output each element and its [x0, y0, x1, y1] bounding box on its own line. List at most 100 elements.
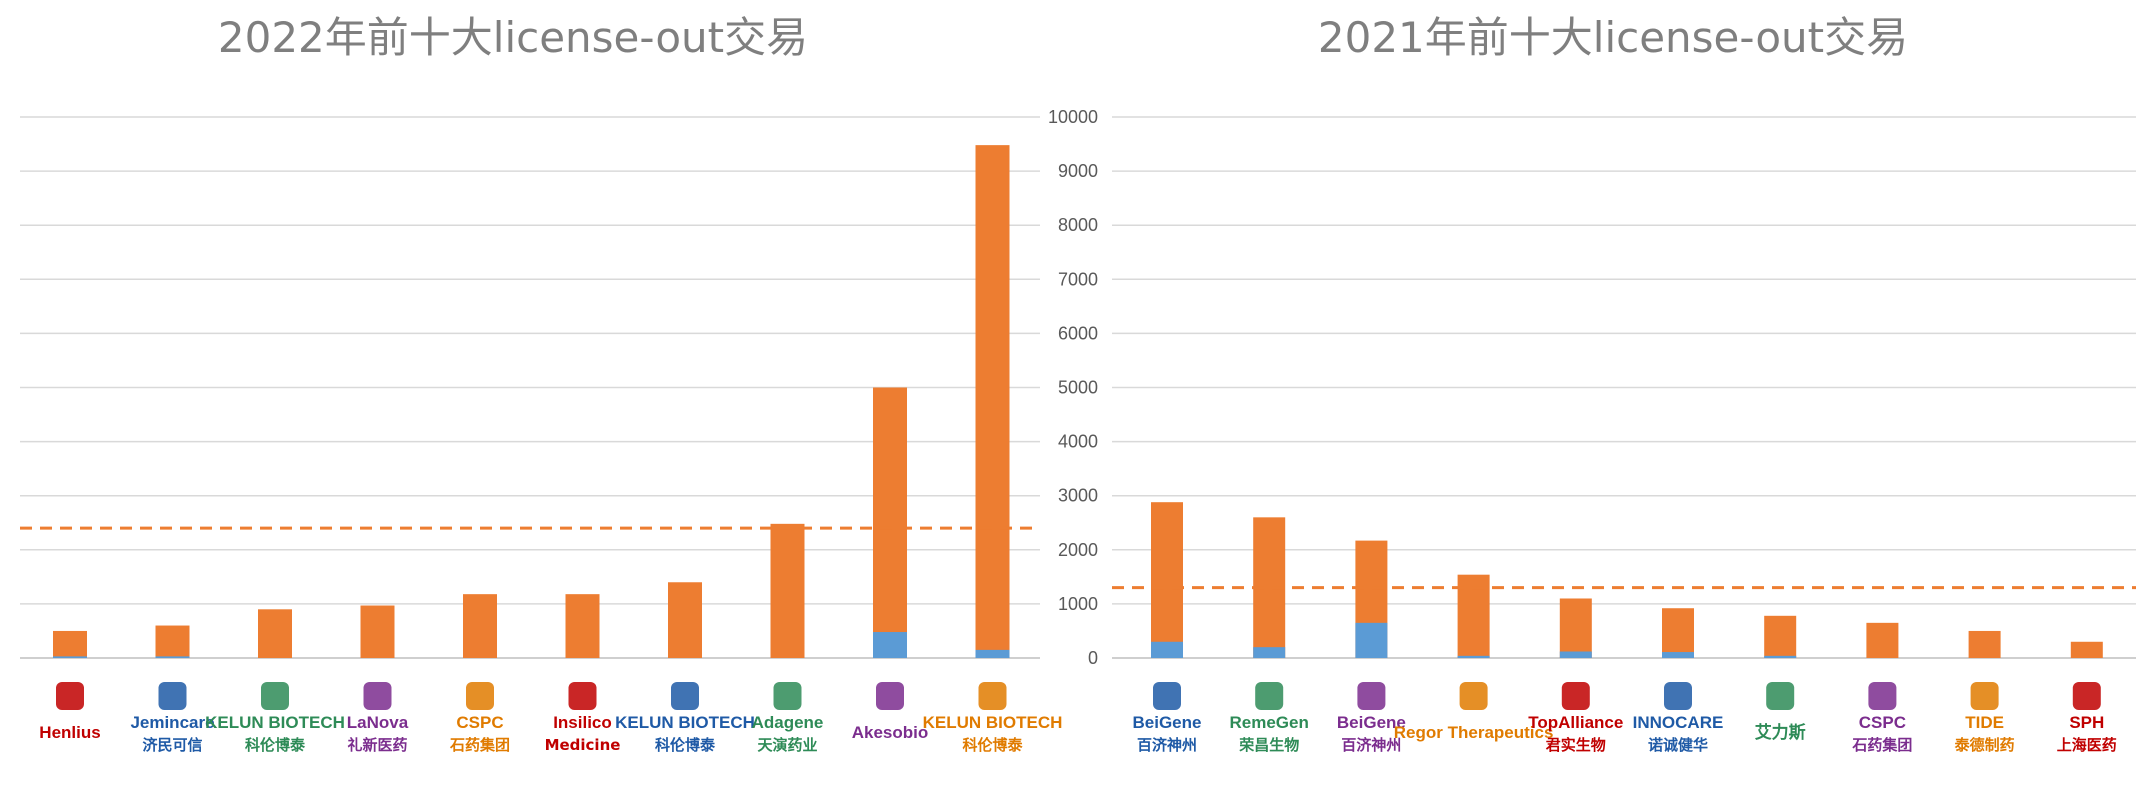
y-tick-label: 5000	[1058, 378, 1098, 398]
bar-upfront-2021-1	[1151, 641, 1183, 658]
bar-total-2021-9	[1968, 630, 2001, 658]
company-logo: Akesobio	[852, 682, 928, 742]
logo-subtitle: 百济神州	[1341, 736, 1401, 754]
bar-upfront-2022-2	[155, 656, 190, 658]
bar-upfront-2022-9	[873, 632, 907, 658]
bar-total-2022-7	[668, 582, 702, 658]
logo-name: CSPC	[1859, 713, 1906, 732]
logo-mark-icon	[978, 682, 1007, 710]
logo-mark-icon	[568, 682, 597, 710]
bar-total-2022-5	[463, 594, 497, 658]
logo-subtitle: 石药集团	[449, 736, 510, 754]
logo-name: BeiGene	[1133, 713, 1202, 732]
logo-mark-icon	[876, 682, 904, 710]
chart-title-2022: 2022年前十大license-out交易	[218, 13, 808, 62]
chart-title-2021: 2021年前十大license-out交易	[1318, 13, 1908, 62]
y-tick-label: 7000	[1058, 269, 1098, 289]
company-logo: 艾力斯	[1755, 682, 1806, 742]
company-logo: Regor Therapeutics	[1394, 682, 1554, 742]
company-logo: TIDE 泰德制药	[1954, 682, 2015, 754]
logo-mark-icon	[1766, 682, 1795, 710]
logo-mark-icon	[56, 682, 84, 710]
bar-total-2022-2	[155, 625, 190, 658]
bar-total-2021-10	[2070, 641, 2103, 658]
company-logo: KELUN BIOTECH 科伦博泰	[205, 682, 345, 754]
y-tick-label: 4000	[1058, 432, 1098, 452]
bar-total-2021-8	[1866, 622, 1899, 658]
bar-total-2022-10	[975, 145, 1010, 658]
logo-subtitle: 礼新医药	[347, 736, 407, 754]
logo-name: 艾力斯	[1755, 722, 1806, 742]
logo-name: KELUN BIOTECH	[923, 713, 1063, 732]
bar-total-2022-3	[258, 609, 292, 658]
logo-subtitle: 科伦博泰	[245, 736, 306, 754]
y-tick-label: 0	[1088, 648, 1098, 668]
logo-mark-icon	[1357, 682, 1386, 710]
logo-subtitle: Medicine	[545, 736, 621, 754]
logo-subtitle: 科伦博泰	[655, 736, 716, 754]
bar-upfront-2021-2	[1253, 647, 1286, 658]
logo-name: Adagene	[752, 713, 824, 732]
company-logo: Jemincare 济民可信	[130, 682, 215, 754]
logo-name: Jemincare	[130, 713, 214, 732]
company-logo: Adagene 天演药业	[752, 682, 824, 754]
company-logo: LaNova 礼新医药	[347, 682, 409, 754]
logo-mark-icon	[1664, 682, 1692, 710]
logo-name: Henlius	[39, 723, 100, 742]
bar-total-2022-9	[873, 387, 907, 658]
bar-total-2022-6	[565, 594, 600, 658]
y-tick-label: 10000	[1048, 107, 1098, 127]
company-logo: INNOCARE 诺诚健华	[1633, 682, 1723, 754]
logo-subtitle: 诺诚健华	[1648, 736, 1708, 754]
bar-upfront-2021-4	[1457, 655, 1490, 658]
logo-name: TopAlliance	[1528, 713, 1623, 732]
plot-layer: 0 1000 2000 3000 4000 5000 6000 7000 8000 9000 100…	[20, 107, 2136, 668]
logo-name: LaNova	[347, 713, 409, 732]
logo-name: KELUN BIOTECH	[205, 713, 345, 732]
logo-mark-icon	[671, 682, 699, 710]
company-logo: Insilico Medicine	[545, 682, 621, 754]
y-tick-label: 8000	[1058, 215, 1098, 235]
logo-name: RemeGen	[1230, 713, 1309, 732]
bar-upfront-2021-6	[1662, 652, 1694, 658]
logo-subtitle: 荣昌生物	[1238, 736, 1299, 754]
bar-total-2022-1	[53, 630, 87, 658]
bar-total-2022-8	[770, 523, 805, 658]
bar-upfront-2022-10	[975, 649, 1010, 658]
logo-mark-icon	[261, 682, 289, 710]
logo-subtitle: 济民可信	[142, 736, 202, 754]
company-logo: CSPC 石药集团	[1851, 682, 1912, 754]
logo-name: Insilico	[553, 713, 612, 732]
logo-mark-icon	[363, 682, 392, 710]
logo-mark-icon	[1868, 682, 1897, 710]
company-logo: TopAlliance 君实生物	[1528, 682, 1623, 754]
bar-total-2022-4	[360, 605, 395, 658]
logo-subtitle: 君实生物	[1546, 736, 1606, 754]
company-logo: CSPC 石药集团	[449, 682, 510, 754]
bar-total-2021-6	[1662, 608, 1694, 658]
y-tick-label: 1000	[1058, 594, 1098, 614]
logo-name: KELUN BIOTECH	[615, 713, 755, 732]
logo-subtitle: 天演药业	[757, 736, 817, 754]
logo-name: Regor Therapeutics	[1394, 723, 1554, 742]
logo-mark-icon	[773, 682, 802, 710]
logo-name: BeiGene	[1337, 713, 1406, 732]
logo-name: SPH	[2069, 713, 2104, 732]
bar-total-2021-7	[1764, 615, 1797, 658]
company-logo: KELUN BIOTECH 科伦博泰	[923, 682, 1063, 754]
bar-upfront-2021-5	[1559, 651, 1592, 658]
logo-mark-icon	[1970, 682, 1999, 710]
company-logo: RemeGen 荣昌生物	[1230, 682, 1309, 754]
logo-name: CSPC	[456, 713, 503, 732]
y-tick-label: 9000	[1058, 161, 1098, 181]
logo-subtitle: 百济神州	[1137, 736, 1197, 754]
y-tick-label: 2000	[1058, 540, 1098, 560]
y-tick-label: 3000	[1058, 486, 1098, 506]
company-logo: BeiGene 百济神州	[1133, 682, 1202, 754]
logo-mark-icon	[1561, 682, 1590, 710]
company-logo: SPH 上海医药	[2057, 682, 2117, 754]
logo-mark-icon	[1459, 682, 1488, 710]
bar-upfront-2021-3	[1355, 622, 1388, 658]
